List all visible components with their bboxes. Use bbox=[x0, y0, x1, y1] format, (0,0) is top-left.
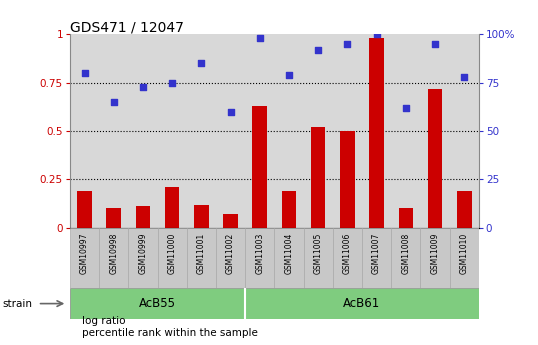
Text: GSM11006: GSM11006 bbox=[343, 233, 352, 274]
Text: GSM10999: GSM10999 bbox=[138, 233, 147, 274]
Bar bbox=[274, 228, 303, 288]
Bar bbox=[99, 228, 129, 288]
Text: AcB55: AcB55 bbox=[139, 297, 176, 310]
Text: GSM11003: GSM11003 bbox=[255, 233, 264, 274]
Text: GSM11009: GSM11009 bbox=[430, 233, 440, 274]
Text: GSM11007: GSM11007 bbox=[372, 233, 381, 274]
Bar bbox=[70, 288, 245, 319]
Point bbox=[168, 80, 176, 86]
Text: GSM11004: GSM11004 bbox=[285, 233, 294, 274]
Point bbox=[139, 84, 147, 89]
Bar bbox=[107, 208, 121, 228]
Text: GSM11008: GSM11008 bbox=[401, 233, 410, 274]
Point bbox=[314, 47, 322, 53]
Point bbox=[256, 36, 264, 41]
Point bbox=[285, 72, 293, 78]
Bar bbox=[340, 131, 355, 228]
Text: GSM11002: GSM11002 bbox=[226, 233, 235, 274]
Bar bbox=[333, 228, 362, 288]
Bar bbox=[399, 208, 413, 228]
Bar bbox=[252, 106, 267, 228]
Bar bbox=[136, 206, 150, 228]
Bar bbox=[282, 191, 296, 228]
Text: GSM10997: GSM10997 bbox=[80, 233, 89, 274]
Bar bbox=[369, 38, 384, 228]
Text: GSM10998: GSM10998 bbox=[109, 233, 118, 274]
Point bbox=[226, 109, 235, 115]
Text: GSM11005: GSM11005 bbox=[314, 233, 323, 274]
Bar bbox=[158, 228, 187, 288]
Bar bbox=[303, 228, 333, 288]
Bar bbox=[194, 205, 209, 228]
Bar bbox=[362, 228, 391, 288]
Bar bbox=[245, 288, 479, 319]
Bar bbox=[70, 228, 99, 288]
Bar bbox=[187, 228, 216, 288]
Bar bbox=[216, 228, 245, 288]
Point bbox=[372, 32, 381, 37]
Point bbox=[109, 99, 118, 105]
Text: percentile rank within the sample: percentile rank within the sample bbox=[82, 328, 258, 337]
Bar bbox=[420, 228, 450, 288]
Text: GDS471 / 12047: GDS471 / 12047 bbox=[70, 21, 184, 35]
Point bbox=[431, 41, 440, 47]
Text: log ratio: log ratio bbox=[82, 316, 125, 325]
Point bbox=[343, 41, 352, 47]
Bar bbox=[457, 191, 471, 228]
Point bbox=[460, 74, 469, 80]
Bar bbox=[428, 89, 442, 228]
Point bbox=[401, 105, 410, 111]
Text: GSM11001: GSM11001 bbox=[197, 233, 206, 274]
Bar bbox=[129, 228, 158, 288]
Text: GSM11000: GSM11000 bbox=[168, 233, 176, 274]
Bar bbox=[450, 228, 479, 288]
Bar bbox=[77, 191, 92, 228]
Bar bbox=[311, 127, 325, 228]
Bar bbox=[223, 214, 238, 228]
Bar bbox=[391, 228, 420, 288]
Text: GSM11010: GSM11010 bbox=[459, 233, 469, 274]
Point bbox=[197, 61, 206, 66]
Text: AcB61: AcB61 bbox=[343, 297, 380, 310]
Bar bbox=[245, 228, 274, 288]
Point bbox=[80, 70, 89, 76]
Text: strain: strain bbox=[3, 299, 33, 308]
Bar bbox=[165, 187, 180, 228]
